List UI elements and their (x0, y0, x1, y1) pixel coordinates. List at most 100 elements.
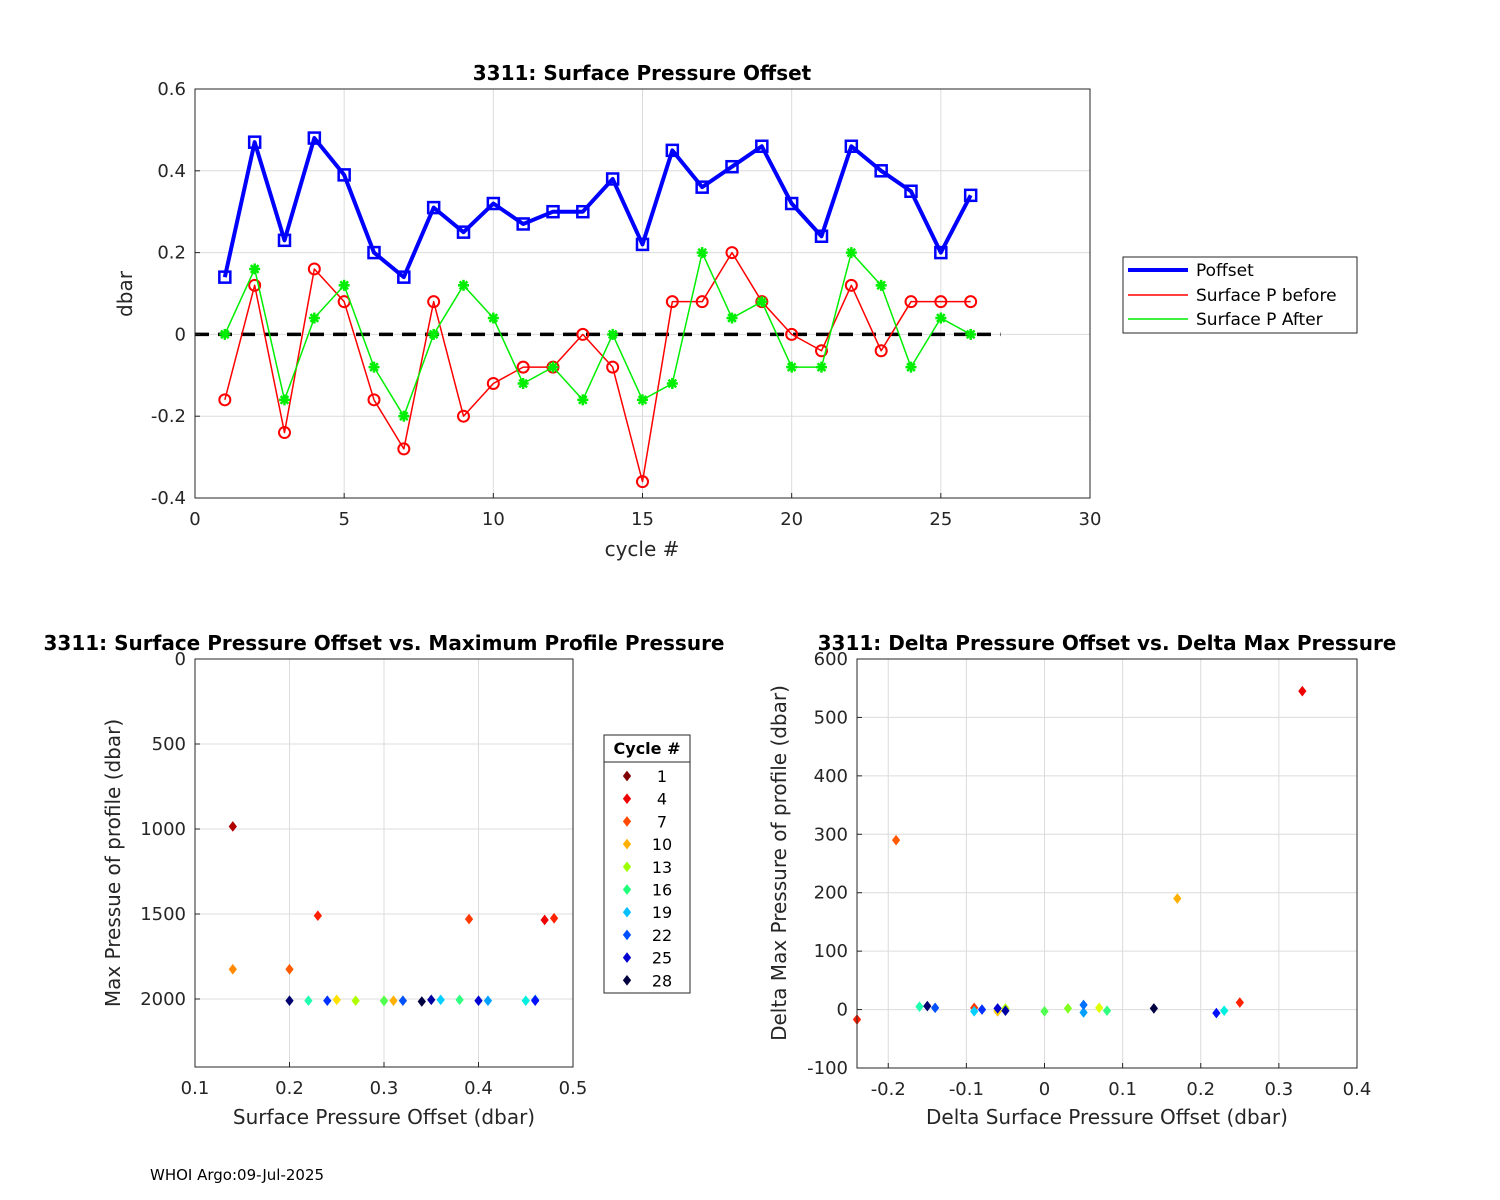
data-point-poffset (247, 135, 262, 149)
scatter-point (521, 995, 530, 1007)
data-point-poffset (516, 217, 530, 231)
x-tick-label: 0.5 (559, 1078, 588, 1099)
y-axis-label: dbar (113, 270, 137, 317)
data-point-surface-p-after (577, 394, 589, 406)
data-point-surface-p-after (726, 312, 738, 324)
data-point-surface-p-before (725, 246, 739, 260)
data-point-surface-p-before (665, 295, 679, 309)
data-point-surface-p-after (666, 377, 678, 389)
scatter-point (1001, 1005, 1010, 1017)
scatter-point (483, 995, 493, 1007)
x-tick-label: 10 (482, 509, 505, 530)
scatter-point (323, 995, 332, 1007)
y-tick-label: 0.6 (157, 79, 186, 100)
data-point-poffset (426, 200, 441, 215)
x-tick-label: 0.3 (370, 1078, 399, 1099)
legend-marker (622, 974, 632, 986)
data-point-poffset (874, 164, 888, 178)
x-tick-label: 0.1 (181, 1078, 210, 1099)
data-point-surface-p-after (905, 361, 917, 373)
data-point-surface-p-before (397, 442, 411, 456)
legend-entry-cycle: 28 (652, 971, 672, 990)
y-axis-label: Max Pressue of profile (dbar) (101, 719, 125, 1007)
data-point-poffset (397, 270, 411, 284)
data-point-surface-p-after (547, 361, 559, 373)
scatter-point (285, 995, 294, 1007)
y-tick-label: 200 (814, 883, 848, 904)
data-point-poffset (784, 196, 799, 211)
y-tick-label: -0.4 (151, 488, 186, 509)
data-point-poffset (218, 270, 232, 284)
data-point-surface-p-before (248, 278, 262, 292)
scatter-point (332, 994, 341, 1006)
legend-entry-cycle: 25 (652, 949, 672, 968)
data-point-poffset (695, 180, 709, 194)
data-point-poffset (605, 172, 620, 186)
data-point-poffset (576, 204, 590, 219)
y-tick-label: -100 (807, 1058, 848, 1079)
legend-marker (622, 906, 632, 918)
data-point-surface-p-before (874, 344, 888, 358)
scatter-point (1079, 999, 1088, 1011)
data-point-surface-p-after (308, 312, 320, 324)
scatter-point (417, 996, 426, 1007)
scatter-point (915, 1001, 924, 1012)
x-tick-label: 0.3 (1265, 1079, 1294, 1100)
scatter-point (549, 912, 559, 924)
data-point-poffset (367, 245, 381, 260)
x-axis-label: Surface Pressure Offset (dbar) (233, 1105, 535, 1129)
x-tick-label: 25 (929, 509, 952, 530)
series-line-poffset (222, 136, 973, 280)
offset-vs-max-pressure-chart: 0.1 0.2 0.3 0.4 0.5 0 500 1000 1500 2000 3311: Su… (44, 631, 725, 1129)
y-tick-label: 0 (175, 649, 186, 670)
data-point-surface-p-after (816, 361, 827, 373)
data-point-poffset (337, 168, 351, 182)
legend-marker (622, 793, 632, 805)
x-tick-label: 20 (780, 509, 803, 530)
data-point-surface-p-after (637, 394, 648, 406)
data-point-poffset (546, 204, 560, 219)
scatter-point (455, 994, 464, 1006)
x-tick-label: 0 (189, 509, 200, 530)
legend-entry-cycle: 1 (657, 767, 667, 786)
data-point-poffset (486, 196, 501, 211)
legend-entry-cycle: 13 (652, 858, 672, 877)
y-tick-label: 0 (837, 1000, 848, 1021)
scatter-point (474, 995, 483, 1007)
scatter-point (970, 1006, 979, 1017)
data-point-surface-p-before (576, 327, 590, 341)
data-point-surface-p-after (935, 312, 947, 324)
x-axis-label: cycle # (605, 537, 680, 561)
data-point-surface-p-before (815, 344, 828, 358)
data-point-surface-p-after (338, 279, 350, 291)
legend: Poffset Surface P before Surface P After (1122, 256, 1358, 334)
legend-marker (622, 952, 632, 963)
data-point-poffset (277, 233, 292, 248)
legend-entry-cycle: 10 (652, 835, 672, 854)
chart-title: 3311: Delta Pressure Offset vs. Delta Ma… (818, 631, 1397, 655)
scatter-point (1212, 1007, 1221, 1019)
y-tick-label: 500 (152, 734, 186, 755)
scatter-point (1220, 1005, 1229, 1017)
y-tick-label: 100 (814, 941, 848, 962)
y-tick-label: 0.4 (157, 161, 186, 182)
x-axis-label: Delta Surface Pressure Offset (dbar) (926, 1105, 1288, 1129)
scatter-point (1040, 1006, 1049, 1017)
data-point-surface-p-before (695, 295, 709, 309)
data-point-surface-p-after (756, 296, 768, 308)
data-point-surface-p-before (964, 295, 978, 309)
y-tick-label: 400 (814, 766, 848, 787)
legend-title: Cycle # (614, 739, 681, 758)
y-tick-label: 500 (814, 707, 848, 728)
data-point-surface-p-after (219, 328, 231, 340)
scatter-point (1102, 1005, 1112, 1017)
y-tick-label: 2000 (140, 989, 186, 1010)
legend-entry-surface-p-before: Surface P before (1196, 286, 1337, 306)
scatter-point (379, 995, 389, 1007)
scatter-point (1298, 685, 1307, 697)
data-point-surface-p-before (427, 295, 441, 309)
data-point-surface-p-before (785, 327, 799, 341)
legend-entry-cycle: 4 (657, 790, 667, 809)
data-point-poffset (725, 159, 739, 174)
scatter-point (930, 1002, 940, 1014)
